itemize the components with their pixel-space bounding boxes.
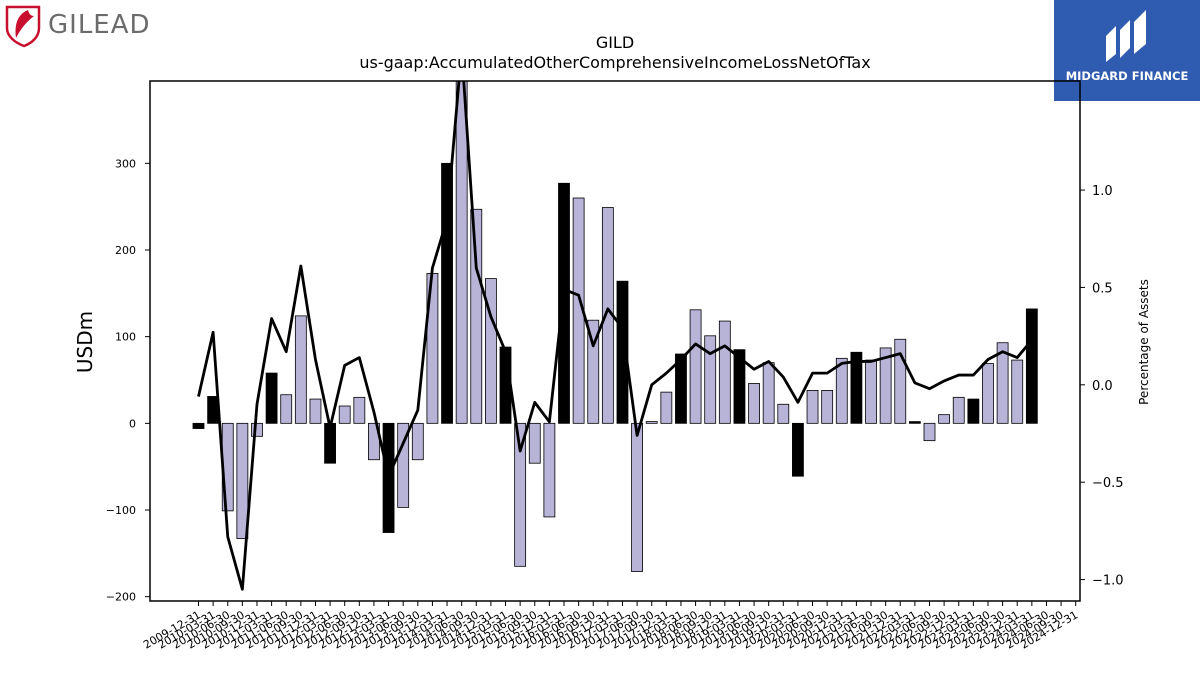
bar bbox=[192, 422, 205, 429]
midgard-finance-logo: MIDGARD FINANCE bbox=[1054, 0, 1200, 101]
y2-tick-label: 0.0 bbox=[1092, 379, 1113, 394]
y2-axis-label: Percentage of Assets bbox=[1137, 279, 1151, 405]
bar bbox=[470, 208, 483, 424]
bar bbox=[777, 403, 790, 424]
plot-frame bbox=[149, 80, 1081, 602]
bar bbox=[236, 422, 249, 539]
axes: −200−1000100200300−1.0−0.50.00.51.02009-… bbox=[106, 157, 1124, 651]
bar bbox=[309, 398, 322, 424]
gilead-wordmark: GILEAD bbox=[48, 10, 151, 40]
bar bbox=[952, 396, 965, 424]
y-tick-label: −200 bbox=[106, 591, 136, 604]
bar bbox=[543, 422, 556, 518]
bar bbox=[587, 319, 600, 424]
bar bbox=[645, 421, 658, 424]
y-tick-label: −100 bbox=[106, 504, 136, 517]
y2-tick-label: −0.5 bbox=[1092, 476, 1124, 491]
bar bbox=[675, 353, 687, 424]
midgard-finance-wordmark: MIDGARD FINANCE bbox=[1065, 69, 1189, 83]
bar bbox=[353, 396, 366, 424]
bar bbox=[338, 405, 351, 424]
bar bbox=[660, 391, 673, 424]
bar bbox=[806, 389, 819, 424]
midgard-emblem-icon bbox=[1106, 10, 1146, 62]
bar bbox=[1011, 359, 1024, 424]
bar bbox=[280, 394, 293, 424]
bar bbox=[733, 349, 746, 424]
gilead-logo: GILEAD bbox=[4, 4, 164, 48]
bar bbox=[938, 414, 951, 424]
y-axis-label: USDm bbox=[73, 311, 97, 373]
bar bbox=[382, 422, 395, 533]
bar bbox=[718, 320, 731, 424]
bar bbox=[704, 335, 717, 424]
bar bbox=[324, 422, 336, 464]
bar bbox=[762, 362, 775, 424]
bar bbox=[441, 162, 453, 424]
y-tick-label: 200 bbox=[115, 244, 136, 257]
bar bbox=[251, 422, 263, 437]
bar bbox=[879, 347, 892, 424]
bar bbox=[411, 422, 424, 461]
bar bbox=[631, 422, 643, 572]
bar bbox=[558, 182, 570, 424]
chart-subtitle: us-gaap:AccumulatedOtherComprehensiveInc… bbox=[359, 53, 870, 72]
bar bbox=[397, 422, 410, 508]
percentage-line-series bbox=[197, 81, 1033, 591]
bar bbox=[265, 372, 278, 424]
chart-title: GILD bbox=[596, 33, 634, 52]
bar bbox=[616, 280, 629, 424]
bar-series bbox=[192, 81, 1038, 572]
bar bbox=[835, 357, 848, 424]
y-tick-label: 100 bbox=[115, 331, 136, 344]
y2-tick-label: 0.5 bbox=[1092, 281, 1113, 296]
bar bbox=[689, 309, 702, 424]
bar bbox=[748, 383, 760, 424]
bar bbox=[1025, 308, 1038, 424]
y2-tick-label: −1.0 bbox=[1092, 574, 1124, 589]
bar bbox=[894, 338, 907, 424]
y-tick-label: 300 bbox=[115, 157, 136, 170]
bar bbox=[514, 422, 527, 567]
percentage-line bbox=[197, 81, 1033, 591]
bar bbox=[996, 342, 1009, 424]
bar bbox=[294, 315, 307, 424]
bar bbox=[484, 278, 497, 424]
bar bbox=[865, 359, 877, 424]
bar bbox=[528, 422, 541, 464]
bar bbox=[923, 422, 936, 442]
bar bbox=[792, 422, 804, 477]
bar bbox=[850, 351, 863, 424]
bar bbox=[967, 398, 980, 424]
y2-tick-label: 1.0 bbox=[1092, 184, 1113, 199]
bar bbox=[455, 81, 468, 424]
bar bbox=[982, 363, 994, 424]
gilead-shield-icon bbox=[5, 5, 41, 48]
bar bbox=[908, 421, 921, 424]
y-tick-label: 0 bbox=[129, 417, 136, 430]
bar bbox=[821, 389, 834, 424]
